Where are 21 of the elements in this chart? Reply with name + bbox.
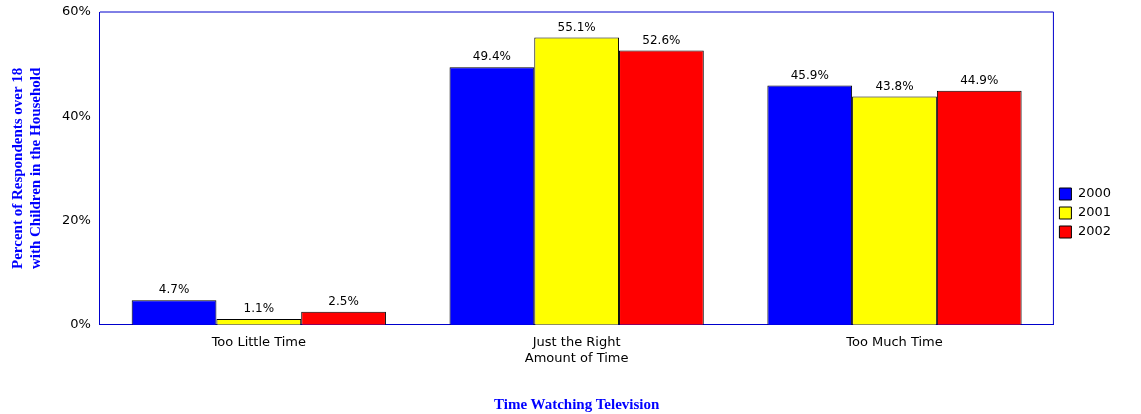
data-label: 2.5% <box>328 293 359 308</box>
y-tick-label: 0% <box>70 316 91 332</box>
x-axis-title: Time Watching Television <box>493 395 660 412</box>
data-label: 44.9% <box>960 72 999 87</box>
data-label: 55.1% <box>557 19 596 34</box>
y-tick-label: 20% <box>61 211 91 227</box>
legend-label: 2001 <box>1077 204 1112 220</box>
y-tick-label: 40% <box>61 107 91 123</box>
x-tick-label: Too Much Time <box>845 333 943 349</box>
legend-label: 2000 <box>1077 185 1112 201</box>
data-label: 52.6% <box>642 32 681 47</box>
x-tick-label: Too Little Time <box>210 333 307 349</box>
data-label: 4.7% <box>158 282 190 297</box>
data-label: 43.8% <box>875 78 914 93</box>
y-axis-title: Percent of Respondents over 18 with Children in the Household <box>8 67 43 270</box>
data-label: 1.1% <box>243 301 275 316</box>
y-tick-label: 60% <box>61 3 91 19</box>
x-tick-label: Just the Right Amount of Time <box>524 333 629 365</box>
legend-label: 2002 <box>1077 223 1112 239</box>
data-label: 45.9% <box>790 67 829 82</box>
data-label: 49.4% <box>472 49 511 64</box>
